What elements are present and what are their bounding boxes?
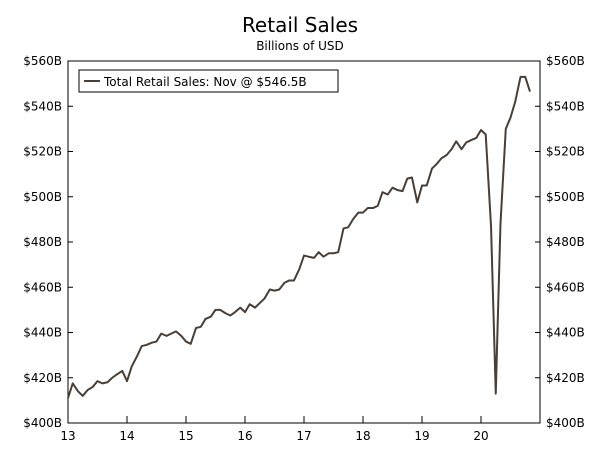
x-axis: 13 14 15 16 17 18 19 20 [60, 416, 489, 443]
plot-area [67, 60, 541, 424]
y-tick-label-right: $420B [546, 371, 585, 385]
y-tick-label-right: $500B [546, 190, 585, 204]
y-tick-label-right: $540B [546, 99, 585, 113]
y-tick-label-left: $540B [23, 99, 62, 113]
x-tick-label: 17 [296, 429, 311, 443]
legend-box [78, 69, 339, 93]
y-tick-label-right: $440B [546, 326, 585, 340]
x-tick-label: 14 [119, 429, 134, 443]
y-tick-label-right: $460B [546, 280, 585, 294]
y-axis-left: $400B $420B $440B $460B $480B $500B $520B $540B… [23, 54, 73, 430]
x-tick-label: 15 [178, 429, 193, 443]
legend-label: Total Retail Sales: Nov @ $546.5B [103, 75, 307, 89]
y-tick-label-left: $440B [23, 326, 62, 340]
x-tick-label: 18 [355, 429, 370, 443]
y-tick-label-left: $480B [23, 235, 62, 249]
y-tick-label-right: $480B [546, 235, 585, 249]
series-line-total-retail-sales [67, 75, 531, 399]
y-tick-label-left: $560B [23, 54, 62, 68]
y-tick-label-left: $400B [23, 416, 62, 430]
y-tick-label-left: $460B [23, 280, 62, 294]
chart-subtitle: Billions of USD [256, 39, 344, 53]
y-tick-label-right: $400B [546, 416, 585, 430]
x-tick-label: 19 [414, 429, 429, 443]
y-axis-right: $400B $420B $440B $460B $480B $500B $520B $540B… [535, 54, 585, 430]
y-tick-label-left: $520B [23, 145, 62, 159]
x-tick-label: 20 [473, 429, 488, 443]
series-layer [67, 75, 531, 399]
legend: Total Retail Sales: Nov @ $546.5B [78, 69, 339, 93]
y-tick-label-left: $500B [23, 190, 62, 204]
y-tick-label-left: $420B [23, 371, 62, 385]
x-tick-label: 13 [60, 429, 75, 443]
x-tick-label: 16 [237, 429, 252, 443]
chart-title: Retail Sales [242, 13, 358, 37]
y-tick-label-right: $520B [546, 145, 585, 159]
y-tick-label-right: $560B [546, 54, 585, 68]
